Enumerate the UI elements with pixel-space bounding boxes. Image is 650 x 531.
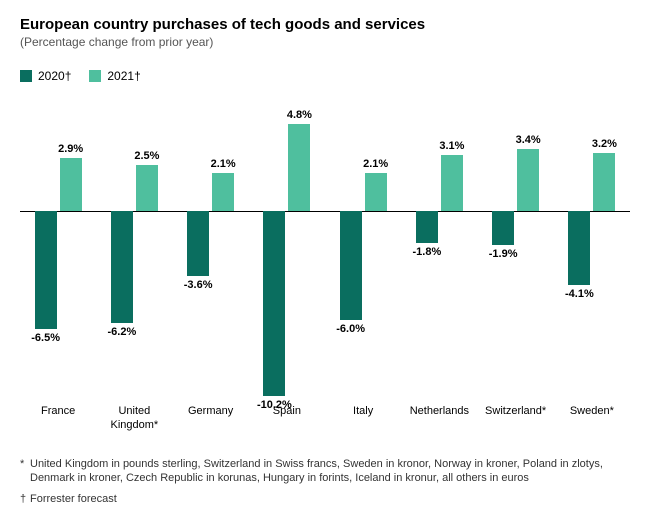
legend-item-2021: 2021† (89, 69, 140, 83)
bar-label-2020: -1.8% (407, 246, 447, 258)
bar-label-2021: 2.1% (203, 158, 243, 170)
chart-columns: -6.5%2.9%-6.2%2.5%-3.6%2.1%-10.2%4.8%-6.… (20, 111, 630, 401)
bar-label-2020: -10.2% (254, 399, 294, 411)
bar-label-2020: -6.0% (331, 323, 371, 335)
chart-column: -3.6% 2.1% (173, 111, 249, 401)
legend-item-2020: 2020† (20, 69, 71, 83)
category-label: Switzerland* (478, 405, 554, 433)
legend-swatch-2021 (89, 70, 101, 82)
bar-label-2020: -6.5% (26, 332, 66, 344)
bar-2021 (212, 173, 234, 211)
footnote-star-symbol: * (20, 457, 30, 487)
chart-column: -6.0% 2.1% (325, 111, 401, 401)
bar-2021 (441, 155, 463, 211)
bar-2021 (288, 124, 310, 211)
legend: 2020† 2021† (20, 69, 630, 83)
bar-2021 (365, 173, 387, 211)
legend-label-2021: 2021† (107, 69, 140, 83)
bar-2020 (568, 211, 590, 285)
bar-label-2021: 2.5% (127, 150, 167, 162)
bar-label-2020: -3.6% (178, 279, 218, 291)
category-label: Germany (173, 405, 249, 433)
category-labels: FranceUnitedKingdom*GermanySpainItalyNet… (20, 405, 630, 433)
category-label: France (20, 405, 96, 433)
legend-swatch-2020 (20, 70, 32, 82)
chart-title: European country purchases of tech goods… (20, 16, 630, 33)
footnote-dagger: † Forrester forecast (20, 492, 630, 507)
category-label: UnitedKingdom* (96, 405, 172, 433)
chart-column: -1.8% 3.1% (401, 111, 477, 401)
bar-2020 (340, 211, 362, 320)
bar-label-2020: -6.2% (102, 326, 142, 338)
footnotes: * United Kingdom in pounds sterling, Swi… (20, 457, 630, 508)
chart-subtitle: (Percentage change from prior year) (20, 35, 630, 49)
bar-label-2020: -1.9% (483, 248, 523, 260)
chart-column: -1.9% 3.4% (478, 111, 554, 401)
chart-column: -10.2%4.8% (249, 111, 325, 401)
category-label: Sweden* (554, 405, 630, 433)
bar-2021 (136, 165, 158, 210)
bar-2020 (35, 211, 57, 329)
footnote-dagger-symbol: † (20, 492, 30, 507)
bar-label-2021: 2.9% (51, 143, 91, 155)
bar-label-2021: 2.1% (356, 158, 396, 170)
chart-column: -6.2% 2.5% (96, 111, 172, 401)
category-label: Netherlands (401, 405, 477, 433)
bar-2021 (60, 158, 82, 211)
bar-2020 (492, 211, 514, 245)
footnote-star: * United Kingdom in pounds sterling, Swi… (20, 457, 630, 487)
bar-2020 (263, 211, 285, 396)
footnote-dagger-text: Forrester forecast (30, 492, 117, 507)
bar-label-2021: 3.4% (508, 134, 548, 146)
bar-label-2021: 3.2% (584, 138, 624, 150)
bar-2020 (111, 211, 133, 323)
bar-2021 (593, 153, 615, 211)
chart-column: -6.5% 2.9% (20, 111, 96, 401)
bar-2021 (517, 149, 539, 211)
category-label: Italy (325, 405, 401, 433)
legend-label-2020: 2020† (38, 69, 71, 83)
bar-label-2021: 4.8% (279, 109, 319, 121)
bar-label-2020: -4.1% (559, 288, 599, 300)
footnote-star-text: United Kingdom in pounds sterling, Switz… (30, 457, 630, 487)
bar-2020 (187, 211, 209, 276)
bar-chart: -6.5%2.9%-6.2%2.5%-3.6%2.1%-10.2%4.8%-6.… (20, 111, 630, 401)
bar-2020 (416, 211, 438, 244)
bar-label-2021: 3.1% (432, 140, 472, 152)
chart-column: -4.1% 3.2% (554, 111, 630, 401)
